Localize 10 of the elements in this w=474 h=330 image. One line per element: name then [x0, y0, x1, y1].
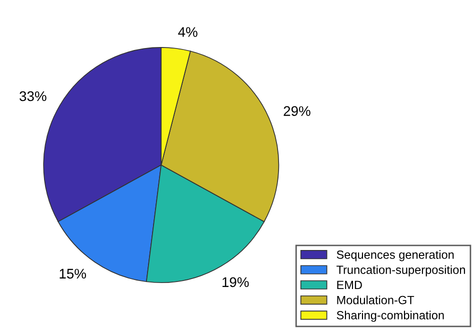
legend-label: EMD [337, 280, 362, 290]
data-label: 19% [222, 277, 249, 288]
data-label: 4% [178, 27, 198, 37]
legend-label: Sharing-combination [336, 310, 444, 322]
legend-label: Modulation-GT [337, 296, 414, 304]
data-label: 29% [284, 106, 310, 116]
legend-label: Sequences generation [336, 250, 454, 262]
data-label: 33% [20, 91, 46, 102]
data-label: 15% [60, 268, 86, 279]
legend-label: Truncation-superposition [336, 265, 465, 276]
